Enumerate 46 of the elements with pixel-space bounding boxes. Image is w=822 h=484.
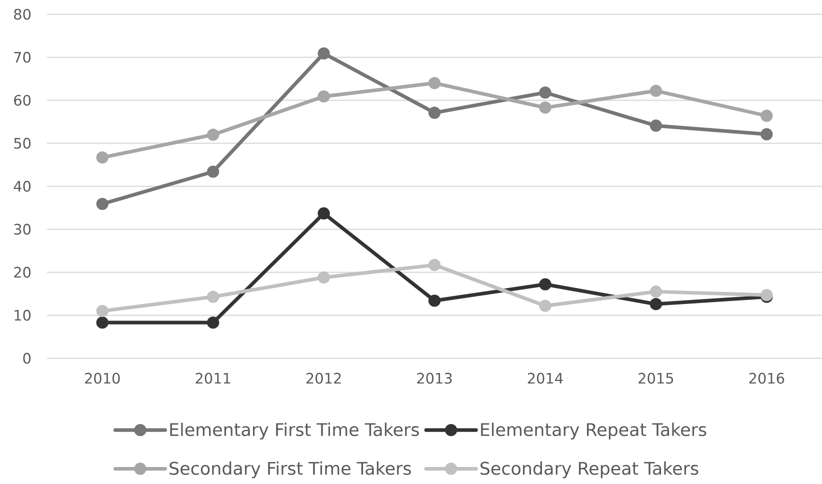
point — [428, 258, 441, 272]
legend-label: Secondary First Time Takers — [170, 461, 411, 478]
point — [318, 271, 330, 284]
point — [96, 151, 108, 164]
point — [206, 128, 220, 141]
point — [428, 76, 441, 90]
legend-label: Elementary Repeat Takers — [481, 422, 706, 440]
y-tick-label: 50 — [14, 138, 31, 149]
point — [539, 86, 552, 99]
point — [650, 298, 662, 310]
point — [760, 110, 773, 122]
y-tick-label: 40 — [14, 180, 31, 192]
y-tick-label: 70 — [14, 52, 31, 63]
y-tick-label: 60 — [14, 94, 31, 106]
y-tick-label: 20 — [14, 266, 31, 278]
point — [206, 290, 220, 303]
point — [760, 128, 773, 140]
point — [650, 84, 662, 97]
x-tick-label: 2012 — [306, 372, 341, 384]
point — [539, 102, 552, 114]
point — [650, 286, 662, 298]
point — [206, 166, 220, 178]
x-tick-label: 2013 — [417, 372, 452, 384]
point — [318, 207, 330, 220]
point — [539, 300, 552, 312]
point — [539, 278, 552, 290]
y-tick-label: 80 — [14, 8, 31, 20]
y-tick-label: 30 — [14, 224, 31, 235]
y-tick-label: 10 — [14, 310, 31, 321]
point — [428, 106, 441, 119]
x-tick-label: 2016 — [749, 372, 784, 384]
point — [318, 90, 330, 103]
point — [96, 198, 108, 210]
x-tick-label: 2015 — [638, 372, 674, 384]
point — [428, 294, 441, 307]
point — [96, 304, 108, 318]
legend-label: Secondary Repeat Takers — [480, 461, 698, 478]
y-tick-label: 0 — [23, 352, 31, 364]
x-tick-label: 2011 — [196, 372, 230, 384]
x-tick-label: 2010 — [85, 372, 120, 384]
legend-label: Elementary First Time Takers — [170, 422, 419, 440]
x-tick-label: 2014 — [528, 372, 563, 384]
point — [96, 316, 108, 329]
point — [206, 316, 220, 329]
point — [650, 120, 662, 132]
point — [318, 47, 330, 60]
